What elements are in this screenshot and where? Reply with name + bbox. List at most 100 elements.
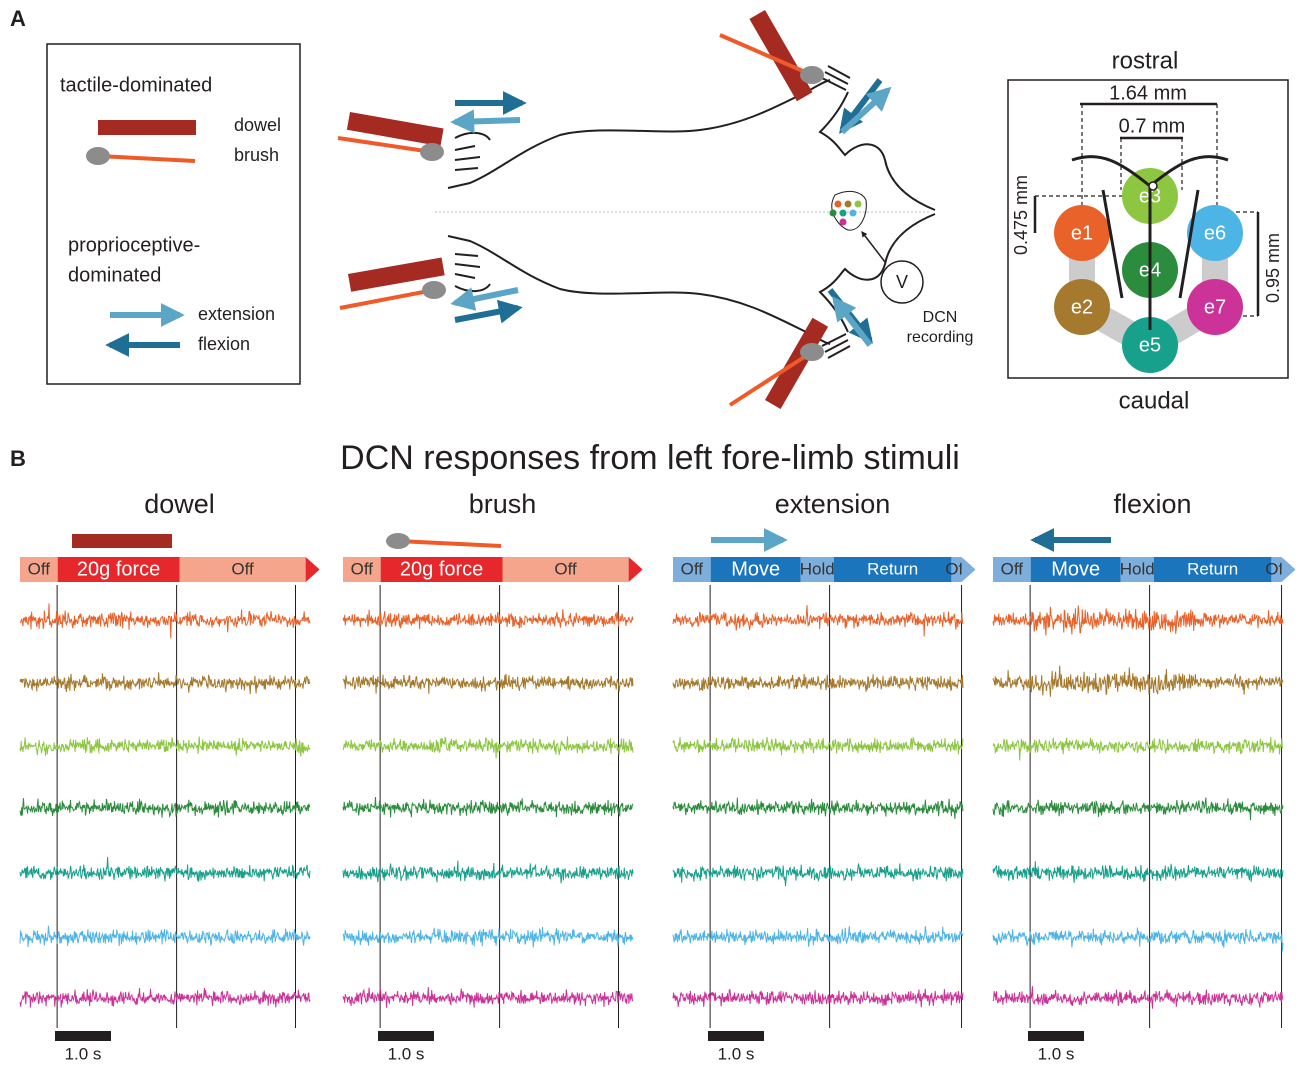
panel-label: B bbox=[10, 446, 26, 471]
probe bbox=[861, 231, 924, 304]
brush-handle bbox=[97, 154, 196, 163]
panel-title: DCN responses from left fore-limb stimul… bbox=[340, 439, 960, 477]
electrode-dot bbox=[849, 209, 857, 217]
timeline-label: Return bbox=[867, 559, 918, 578]
scale-bar bbox=[378, 1031, 434, 1041]
brush-head bbox=[422, 281, 446, 299]
neural-trace bbox=[342, 926, 634, 948]
timeline-segment bbox=[57, 557, 180, 582]
neural-trace bbox=[672, 988, 964, 1008]
brush-handle bbox=[728, 350, 814, 407]
neural-trace bbox=[19, 603, 311, 639]
electrode-label: e1 bbox=[1071, 222, 1093, 244]
electrode-label: e6 bbox=[1204, 222, 1226, 244]
timeline-tip bbox=[961, 557, 976, 582]
brush-head bbox=[386, 533, 410, 549]
dowel-icon bbox=[348, 257, 445, 292]
brush-icon bbox=[86, 147, 196, 165]
map-label: rostral bbox=[1112, 47, 1179, 74]
timeline-segment bbox=[502, 557, 629, 582]
timeline-label: Hold bbox=[800, 559, 835, 578]
probe-label: V bbox=[896, 272, 908, 292]
electrode-label: e2 bbox=[1071, 296, 1093, 318]
neural-trace bbox=[672, 736, 964, 756]
neural-trace bbox=[672, 605, 964, 637]
timeline-segment bbox=[710, 557, 801, 582]
timeline-segment bbox=[1271, 557, 1282, 582]
neural-trace bbox=[992, 927, 1284, 952]
dimension-label: 0.95 mm bbox=[1263, 233, 1283, 303]
brush-head bbox=[800, 343, 824, 361]
timeline-segment bbox=[1153, 557, 1272, 582]
electrode-label: e5 bbox=[1139, 334, 1161, 356]
neural-trace bbox=[19, 856, 311, 882]
electrode bbox=[1122, 317, 1178, 373]
brush-head bbox=[800, 66, 824, 84]
electrode-center bbox=[1148, 181, 1158, 191]
brush-handle bbox=[337, 136, 433, 154]
brush-icon bbox=[719, 33, 824, 84]
neural-trace bbox=[992, 736, 1284, 761]
arrow-icon bbox=[450, 287, 519, 311]
timeline-label: 20g force bbox=[77, 558, 160, 580]
electrode bbox=[1054, 279, 1110, 335]
legend-label: dowel bbox=[234, 115, 281, 135]
timeline-segment bbox=[1120, 557, 1154, 582]
brush-icon bbox=[339, 281, 446, 310]
timeline-label: Off bbox=[351, 559, 374, 578]
electrode bbox=[1054, 205, 1110, 261]
scale-bar bbox=[708, 1031, 764, 1041]
neural-trace bbox=[342, 987, 634, 1008]
timeline-segment bbox=[1030, 557, 1121, 582]
timeline-tip bbox=[1281, 557, 1296, 582]
electrode-dot bbox=[844, 200, 852, 208]
recording-label: DCN bbox=[923, 309, 958, 326]
timeline-segment bbox=[380, 557, 503, 582]
neural-trace bbox=[672, 926, 964, 947]
brush-head bbox=[420, 143, 444, 161]
scale-label: 1.0 s bbox=[718, 1044, 755, 1063]
timeline-segment bbox=[343, 557, 381, 582]
arrow-icon bbox=[454, 299, 523, 324]
timeline-tip bbox=[628, 557, 643, 582]
brush-icon bbox=[728, 343, 824, 407]
brush-handle bbox=[339, 288, 435, 310]
brush-head bbox=[86, 147, 110, 165]
neural-trace bbox=[672, 863, 964, 887]
electrode-dot bbox=[839, 218, 847, 226]
timeline-segment bbox=[179, 557, 306, 582]
timeline-segment bbox=[673, 557, 711, 582]
brush-icon bbox=[337, 136, 444, 161]
map-label: caudal bbox=[1119, 387, 1190, 414]
neural-trace bbox=[342, 673, 634, 694]
neural-trace bbox=[672, 797, 964, 819]
timeline-label: Off bbox=[681, 559, 704, 578]
timeline-segment bbox=[800, 557, 834, 582]
legend-label: extension bbox=[198, 304, 275, 324]
neural-trace bbox=[19, 736, 311, 757]
column-title: flexion bbox=[1113, 489, 1191, 519]
timeline-label: Off bbox=[231, 559, 254, 578]
scale-label: 1.0 s bbox=[65, 1044, 102, 1063]
electrode-dot bbox=[854, 200, 862, 208]
neural-trace bbox=[342, 609, 634, 630]
neural-trace bbox=[19, 798, 311, 818]
timeline-segment bbox=[20, 557, 58, 582]
timeline-label: Move bbox=[1051, 558, 1100, 580]
column-title: brush bbox=[469, 489, 537, 519]
dowel-icon bbox=[98, 120, 196, 135]
electrode-dot bbox=[839, 209, 847, 217]
column-title: extension bbox=[775, 489, 891, 519]
electrode bbox=[1187, 279, 1243, 335]
timeline-segment bbox=[833, 557, 952, 582]
legend-heading: proprioceptive- bbox=[68, 234, 200, 256]
legend-heading: dominated bbox=[68, 264, 161, 286]
scale-bar bbox=[55, 1031, 111, 1041]
scale-label: 1.0 s bbox=[388, 1044, 425, 1063]
electrode-dot bbox=[834, 200, 842, 208]
map-box bbox=[1007, 79, 1289, 379]
arrow-icon bbox=[839, 86, 892, 135]
arrow-icon bbox=[450, 109, 521, 134]
electrode-label: e7 bbox=[1204, 296, 1226, 318]
